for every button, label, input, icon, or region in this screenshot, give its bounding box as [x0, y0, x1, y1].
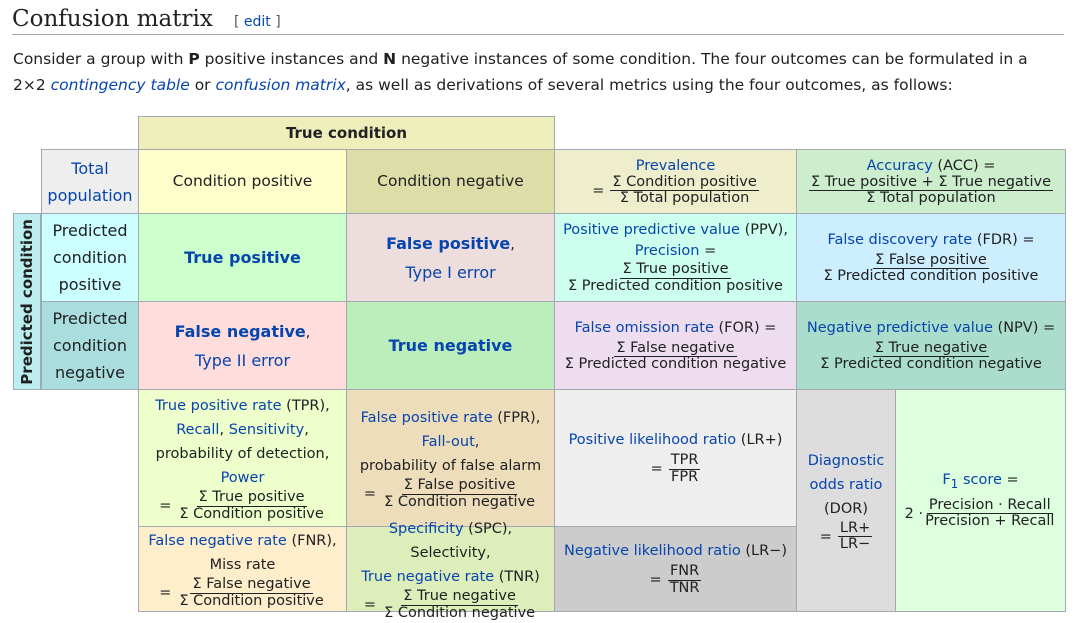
precision-link[interactable]: Precision	[634, 243, 700, 260]
tnr-link[interactable]: True negative rate	[361, 569, 495, 586]
section-heading: Confusion matrix [ edit ]	[12, 4, 1064, 35]
prevalence-cell: Prevalence = Σ Condition positive Σ Total …	[554, 149, 797, 214]
lr-minus-cell: Negative likelihood ratio (LR−) = FNR TNR	[554, 526, 797, 612]
total-population-link[interactable]: Total population	[47, 158, 133, 205]
for-cell: False omission rate (FOR) = Σ False nega…	[554, 301, 797, 390]
true-negative-cell: True negative	[346, 301, 555, 390]
for-link[interactable]: False omission rate	[574, 319, 714, 336]
tpr-cell: True positive rate (TPR), Recall, Sensit…	[138, 389, 347, 527]
fnr-cell: False negative rate (FNR), Miss rate = Σ …	[138, 526, 347, 612]
section-title: Confusion matrix	[12, 6, 213, 32]
fdr-link[interactable]: False discovery rate	[827, 231, 973, 248]
condition-positive-cell: Condition positive	[138, 149, 347, 214]
true-positive-cell: True positive	[138, 213, 347, 302]
total-population-cell: Total population	[41, 149, 139, 214]
edit-link[interactable]: edit	[243, 14, 271, 30]
predicted-condition-negative-cell: Predicted condition negative	[41, 301, 139, 390]
predicted-condition-header: Predicted condition	[13, 213, 41, 390]
specificity-link[interactable]: Specificity	[388, 521, 464, 538]
recall-link[interactable]: Recall	[176, 422, 220, 439]
fpr-cell: False positive rate (FPR), Fall-out, pro…	[346, 389, 555, 527]
power-link[interactable]: Power	[220, 470, 265, 487]
fnr-link[interactable]: False negative rate	[148, 533, 287, 550]
fpr-link[interactable]: False positive rate	[360, 410, 493, 427]
false-positive-link[interactable]: False positive	[386, 233, 511, 253]
fdr-cell: False discovery rate (FDR) = Σ False pos…	[796, 213, 1066, 302]
lr-plus-cell: Positive likelihood ratio (LR+) = TPR FPR	[554, 389, 797, 527]
edit-section: [ edit ]	[234, 14, 281, 30]
prevalence-link[interactable]: Prevalence	[635, 157, 716, 174]
lr-minus-link[interactable]: Negative likelihood ratio	[563, 543, 741, 560]
npv-link[interactable]: Negative predictive value	[806, 319, 993, 336]
confusion-matrix-link[interactable]: confusion matrix	[215, 76, 346, 94]
dor-link[interactable]: Diagnostic odds ratio	[807, 452, 885, 493]
tnr-cell: Specificity (SPC), Selectivity, True neg…	[346, 521, 555, 620]
condition-negative-cell: Condition negative	[346, 149, 555, 214]
npv-cell: Negative predictive value (NPV) = Σ True…	[796, 301, 1066, 390]
true-condition-header: True condition	[138, 116, 555, 151]
true-negative-link[interactable]: True negative	[388, 335, 513, 355]
false-negative-cell: False negative, Type II error	[138, 301, 347, 390]
sensitivity-link[interactable]: Sensitivity	[228, 422, 305, 439]
accuracy-cell: Accuracy (ACC) = Σ True positive + Σ Tru…	[796, 149, 1066, 214]
type-1-error-link[interactable]: Type I error	[405, 262, 496, 282]
ppv-cell: Positive predictive value (PPV), Precisi…	[554, 213, 797, 302]
type-2-error-link[interactable]: Type II error	[194, 350, 291, 370]
contingency-table-link[interactable]: contingency table	[50, 76, 190, 94]
f1-score-link[interactable]: F1 score	[942, 472, 1002, 492]
intro-paragraph: Consider a group with P positive instanc…	[13, 50, 1028, 94]
true-positive-link[interactable]: True positive	[184, 247, 301, 267]
accuracy-link[interactable]: Accuracy	[866, 157, 933, 174]
ppv-link[interactable]: Positive predictive value	[563, 222, 740, 239]
predicted-condition-positive-cell: Predicted condition positive	[41, 213, 139, 302]
tpr-link[interactable]: True positive rate	[155, 398, 282, 415]
dor-cell: Diagnostic odds ratio (DOR) = LR+ LR−	[796, 389, 896, 612]
lr-plus-link[interactable]: Positive likelihood ratio	[568, 432, 737, 449]
fall-out-link[interactable]: Fall-out	[421, 434, 475, 451]
false-negative-link[interactable]: False negative	[174, 321, 306, 341]
false-positive-cell: False positive, Type I error	[346, 213, 555, 302]
f1-score-cell: F1 score = 2 · Precision · Recall Precisi…	[895, 389, 1066, 612]
